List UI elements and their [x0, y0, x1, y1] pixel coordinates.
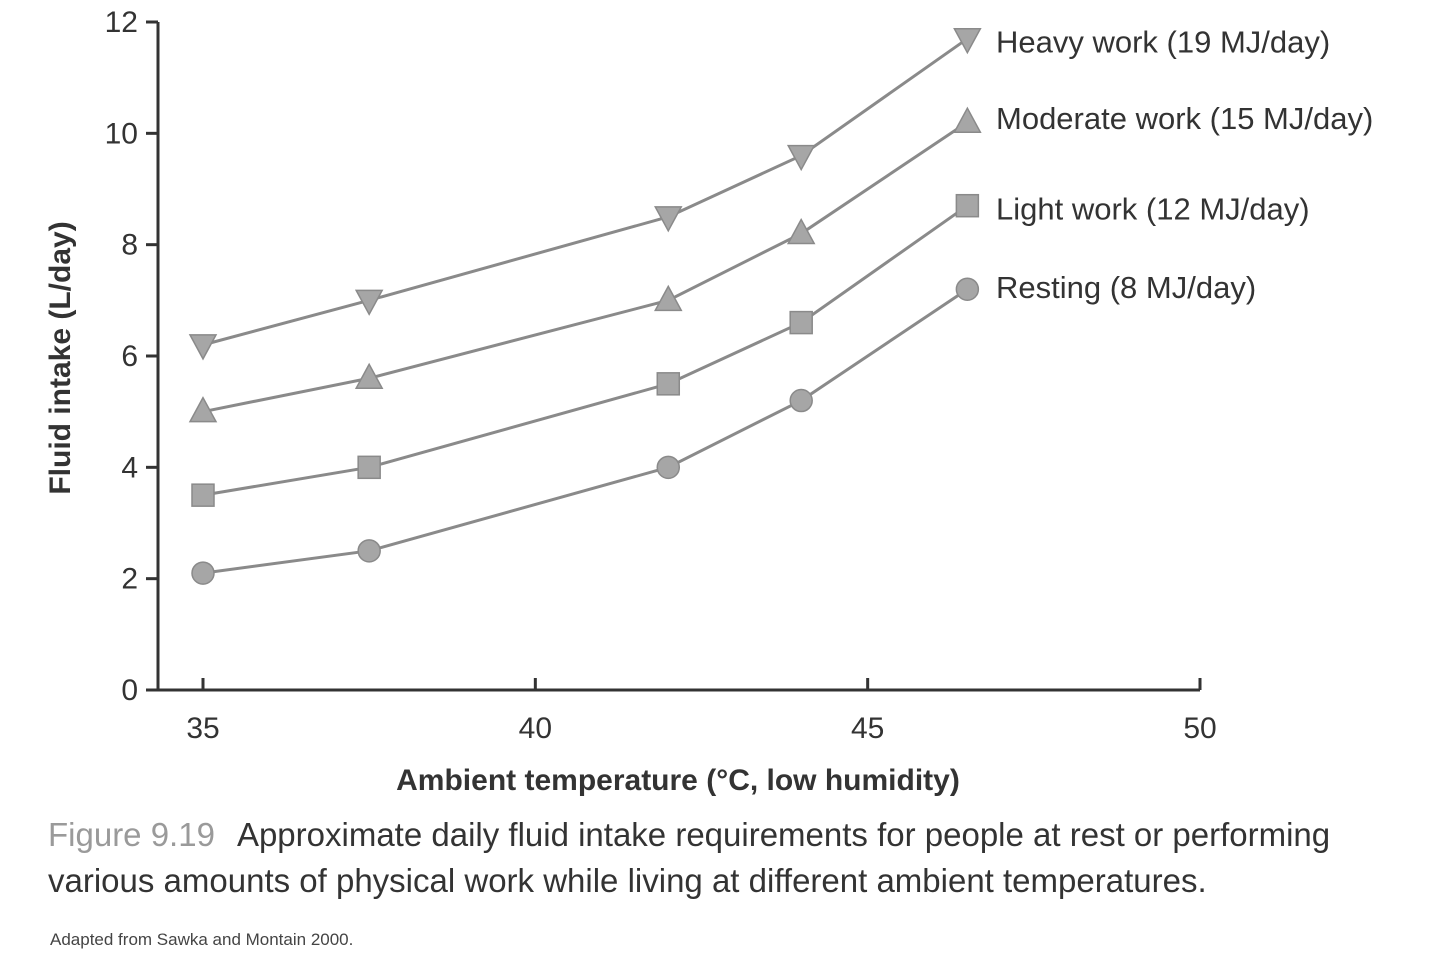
data-point-triangle-down [188, 334, 218, 361]
line-chart: 0 2 4 6 8 10 12 35 40 45 50 Ambient temperature (°C… [44, 6, 1373, 797]
data-point-square [955, 193, 980, 218]
x-tick-label: 50 [1183, 712, 1216, 745]
series-line [202, 37, 969, 347]
y-tick-label: 0 [121, 674, 138, 707]
data-point-circle [656, 455, 681, 480]
series-line [202, 287, 969, 575]
data-point-triangle-up [188, 396, 218, 423]
series-line [202, 204, 969, 497]
x-axis-title: Ambient temperature (°C, low humidity) [396, 764, 960, 797]
y-tick-label: 4 [121, 451, 138, 484]
y-tick-label: 6 [121, 340, 138, 373]
x-tick-label: 40 [519, 712, 552, 745]
data-point-square [191, 483, 215, 507]
data-point-circle [357, 539, 381, 563]
y-tick-label: 2 [121, 563, 138, 596]
data-point-triangle-down [786, 144, 816, 172]
data-point-square [357, 455, 381, 480]
x-tick-label: 45 [851, 712, 884, 745]
data-point-triangle-up [786, 217, 816, 245]
x-tick-label: 35 [186, 712, 219, 745]
series-label: Light work (12 MJ/day) [996, 192, 1310, 227]
source-note: Adapted from Sawka and Montain 2000. [50, 930, 354, 949]
series-label: Heavy work (19 MJ/day) [996, 25, 1330, 60]
series-line [202, 120, 969, 414]
data-point-triangle-down [354, 289, 384, 316]
y-axis-title: Fluid intake (L/day) [44, 221, 77, 494]
y-tick-label: 10 [105, 117, 138, 150]
data-point-triangle-down [654, 206, 683, 233]
y-tick-label: 12 [105, 6, 138, 39]
data-point-circle [789, 388, 813, 413]
data-point-square [789, 310, 813, 335]
data-point-triangle-up [354, 362, 384, 390]
data-point-triangle-down [953, 27, 982, 55]
data-point-square [656, 372, 681, 396]
data-point-triangle-up [953, 106, 982, 133]
data-point-circle [955, 277, 980, 301]
data-point-triangle-up [654, 284, 683, 312]
series-label: Moderate work (15 MJ/day) [996, 101, 1373, 136]
series-label: Resting (8 MJ/day) [996, 270, 1256, 305]
data-point-circle [191, 561, 215, 585]
y-tick-label: 8 [121, 229, 138, 262]
figure-caption: Figure 9.19 Approximate daily fluid intak… [48, 812, 1418, 904]
caption-text: Approximate daily fluid intake requireme… [48, 816, 1331, 899]
figure-number: Figure 9.19 [48, 816, 215, 853]
